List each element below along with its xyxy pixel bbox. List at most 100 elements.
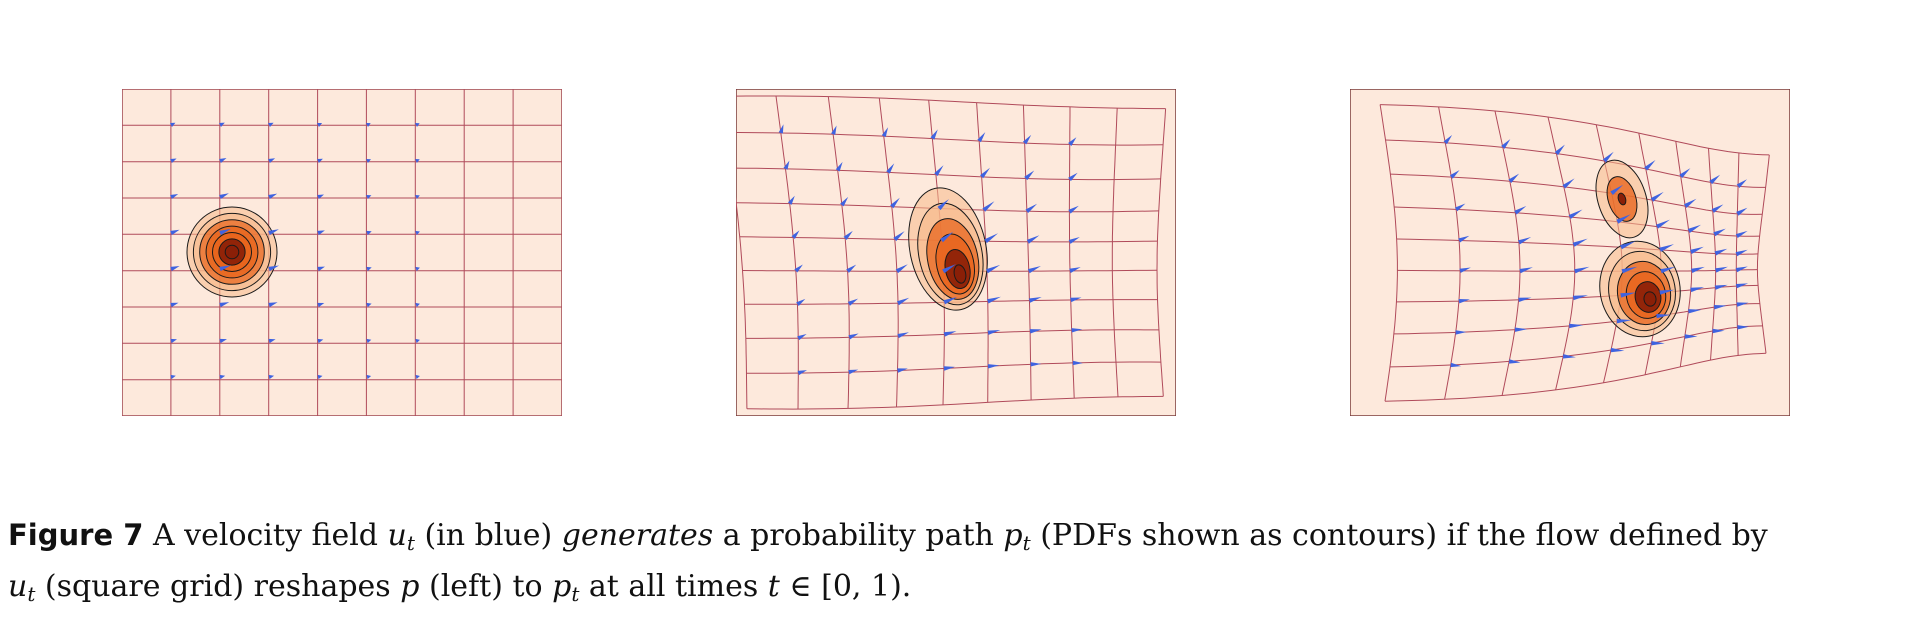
panel-left-plot [122,89,562,416]
density-contours [1595,159,1681,338]
velocity-arrow [366,159,371,163]
velocity-arrow [1024,170,1035,181]
velocity-arrow [982,201,995,212]
velocity-arrow [317,158,323,163]
velocity-arrow [415,195,420,199]
caption-text: ∈ [0, 1). [779,569,912,604]
velocity-arrow [366,338,372,344]
grid-line [1708,148,1717,361]
velocity-arrow [170,302,179,308]
velocity-arrow [797,334,807,341]
velocity-arrow [1616,214,1631,224]
velocity-arrow [937,199,949,211]
density-contours [186,206,278,298]
velocity-arrow [980,167,990,179]
math-p: p [1003,518,1023,553]
grid-line [1438,106,1461,400]
velocity-arrow [886,163,895,174]
velocity-arrow [1449,170,1460,179]
velocity-arrow [219,193,229,199]
grid-line [1384,352,1767,402]
math-subscript: t [571,582,580,606]
velocity-arrow [1554,144,1565,156]
velocity-arrow [943,366,955,371]
grid-line [827,96,850,409]
velocity-arrow [415,266,420,272]
grid-line [745,329,1159,339]
caption-text: (in blue) [414,518,562,553]
velocity-arrows [170,122,420,380]
velocity-arrow [1455,330,1467,335]
velocity-arrow [897,332,909,339]
grid-line [746,395,1164,410]
velocity-arrow [1450,362,1462,368]
velocity-arrow [1070,297,1082,303]
velocity-arrow [268,302,278,308]
velocity-arrow [897,368,908,373]
velocity-arrow [984,233,998,244]
figure-caption: Figure 7 A velocity field ut (in blue) g… [8,513,1903,616]
velocity-arrow [1029,329,1042,334]
velocity-arrow [1660,266,1676,274]
velocity-arrow [942,264,957,274]
velocity-arrow [881,127,889,138]
grid-line [775,95,799,410]
caption-text: (square grid) reshapes [35,569,401,604]
velocity-arrow [940,231,954,243]
math-u: u [387,518,407,553]
velocity-arrow [1071,328,1083,333]
velocity-arrow [219,338,227,344]
velocity-arrow [1687,224,1701,233]
velocity-arrow [415,374,420,380]
velocity-arrow [1072,360,1083,366]
velocity-arrow [791,230,800,239]
velocity-arrow [317,266,325,272]
velocity-arrow [1736,207,1748,216]
velocity-arrow [934,165,944,176]
grid-line [1547,116,1576,391]
velocity-arrow [268,193,278,199]
caption-emphasis: generates [561,518,714,553]
velocity-arrow [796,298,806,306]
grid-line [736,196,748,409]
velocity-arrow [986,264,1001,274]
velocity-arrow [1735,283,1749,289]
velocity-arrow [1735,230,1748,238]
velocity-arrow [890,197,900,209]
deformed-grid [122,89,562,416]
velocity-arrow [415,159,420,163]
grid-line [1494,110,1521,396]
velocity-arrow [1501,139,1511,149]
velocity-arrow [170,194,179,199]
velocity-arrow [895,264,908,274]
math-u: u [8,569,28,604]
velocity-arrow [219,158,227,163]
velocity-arrow [1621,266,1638,274]
velocity-arrow [831,125,837,135]
grid-line [1022,104,1032,401]
velocity-arrow [1735,266,1748,273]
velocity-arrow [1562,178,1575,189]
velocity-arrow [415,123,420,127]
density-contour [1643,291,1657,307]
velocity-arrow [794,264,803,273]
grid-line [878,97,899,408]
plot-background [1350,89,1790,416]
velocity-arrow [219,265,231,272]
velocity-arrow [219,228,231,236]
velocity-arrow [219,374,226,380]
velocity-arrow [1514,327,1528,332]
density-contour [1617,192,1627,206]
velocity-arrow [317,374,323,380]
velocity-arrow [1068,137,1077,146]
grid-line [746,361,1161,374]
velocity-arrow [778,124,784,134]
velocity-arrow [219,302,230,308]
velocity-arrow [170,374,176,380]
velocity-arrow [1508,173,1520,183]
velocity-arrow [1458,235,1470,243]
velocity-arrow [1518,237,1532,245]
velocity-arrow [1068,205,1079,214]
velocity-arrow [1569,323,1584,329]
velocity-arrow [1690,246,1704,254]
